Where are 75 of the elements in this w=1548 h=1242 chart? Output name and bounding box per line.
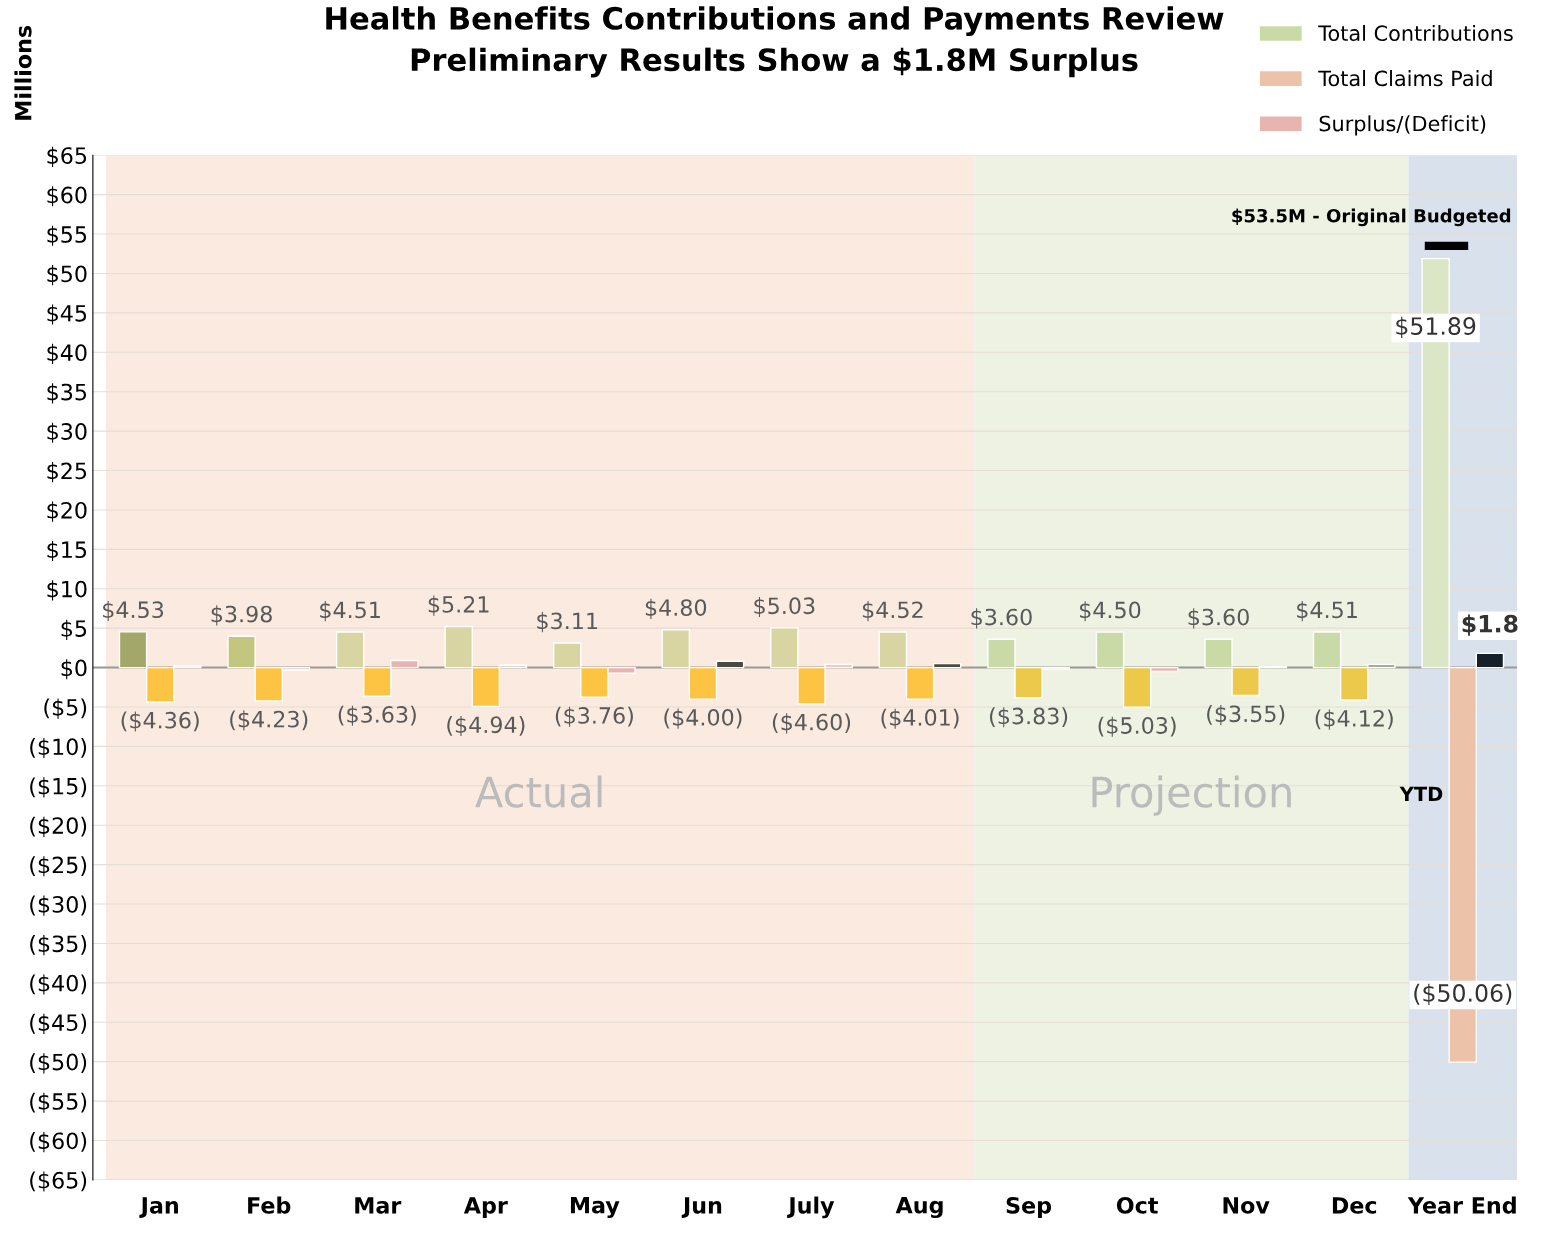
data-label: ($4.01) (881, 708, 959, 729)
y-tick-label: $35 (47, 383, 87, 404)
data-label: $51.89 (1396, 316, 1476, 339)
chart-title: Health Benefits Contributions and Payments Review Preliminary Results Show a $1.8M Surplus (326, 6, 1224, 78)
data-label: $4.50 (1080, 601, 1141, 622)
x-tick-label: Year End (1407, 1196, 1516, 1214)
x-tick-label: Aug (895, 1197, 943, 1219)
data-label: ($3.63) (338, 705, 416, 726)
data-label: $4.80 (645, 598, 707, 619)
y-tick-label: $55 (47, 225, 87, 246)
data-label: $3.60 (971, 608, 1032, 629)
y-tick-label: $50 (47, 265, 87, 286)
data-label: ($4.36) (121, 711, 199, 732)
y-tick-label: ($45) (30, 1013, 87, 1034)
legend-label: Surplus/(Deficit) (1319, 115, 1486, 136)
data-label: ($4.60) (772, 713, 851, 734)
y-tick-label: ($30) (30, 895, 87, 916)
y-tick-label: $5 (61, 619, 87, 640)
y-tick-label: ($65) (30, 1171, 87, 1192)
legend-label: Total Claims Paid (1318, 70, 1492, 87)
x-tick-label: Apr (463, 1197, 508, 1219)
x-tick-label: Mar (355, 1197, 402, 1214)
x-tick-label: July (787, 1196, 835, 1219)
y-tick-label: $0 (61, 659, 87, 680)
x-tick-label: Jun (681, 1197, 722, 1218)
legend-label: Total Contributions (1318, 24, 1513, 42)
band-label: YTD (1399, 786, 1443, 802)
y-tick-label: $45 (47, 304, 87, 325)
data-label: ($3.83) (990, 707, 1068, 728)
data-label: ($5.03) (1098, 716, 1176, 737)
x-tick-label: Feb (248, 1196, 291, 1214)
y-tick-label: ($25) (30, 856, 87, 877)
data-label: $3.60 (1188, 608, 1249, 629)
y-tick-label: ($60) (30, 1132, 87, 1153)
data-label: ($3.55) (1207, 705, 1285, 726)
y-tick-label: $60 (47, 186, 87, 207)
data-label: ($4.12) (1315, 709, 1393, 730)
data-label: ($4.94) (447, 715, 525, 737)
band-label: Actual (475, 775, 602, 808)
y-tick-label: ($40) (30, 974, 87, 995)
y-tick-label: $40 (47, 343, 87, 365)
data-label: $4.52 (862, 600, 923, 622)
data-label: $4.53 (103, 600, 164, 622)
y-tick-label: $15 (47, 540, 87, 562)
y-axis-title: Millions (14, 25, 32, 120)
y-tick-label: ($15) (30, 777, 87, 798)
x-tick-label: Sep (1006, 1196, 1052, 1219)
y-tick-label: ($50) (30, 1053, 87, 1074)
x-tick-label: May (570, 1197, 620, 1219)
x-tick-label: Dec (1332, 1197, 1377, 1214)
data-label: ($4.23) (230, 710, 308, 731)
y-tick-label: $20 (47, 501, 87, 522)
y-tick-label: $30 (47, 422, 87, 443)
data-label: $4.51 (1297, 601, 1357, 622)
data-label: $5.03 (754, 596, 815, 618)
y-tick-label: ($10) (30, 737, 87, 759)
ref-line-label: $53.5M - Original Budgeted (1232, 208, 1511, 227)
x-tick-label: Jan (139, 1197, 178, 1218)
y-tick-label: ($35) (30, 935, 87, 956)
y-tick-label: $10 (47, 580, 87, 601)
data-label: $3.11 (537, 612, 597, 633)
y-tick-label: ($5) (44, 698, 87, 719)
y-tick-label: $65 (47, 146, 87, 167)
x-tick-label: Oct (1116, 1196, 1158, 1214)
y-tick-label: ($20) (30, 816, 87, 837)
data-label: $3.98 (211, 605, 272, 626)
data-label: ($4.00) (664, 708, 742, 729)
data-label: $4.51 (320, 601, 380, 622)
x-tick-label: Nov (1223, 1197, 1270, 1214)
y-tick-label: ($55) (30, 1092, 87, 1113)
data-label: $1.8 (1462, 614, 1518, 636)
data-label: $5.21 (428, 595, 489, 616)
y-tick-label: $25 (47, 462, 87, 483)
data-label: ($3.76) (555, 706, 633, 727)
data-label: ($50.06) (1414, 983, 1512, 1006)
